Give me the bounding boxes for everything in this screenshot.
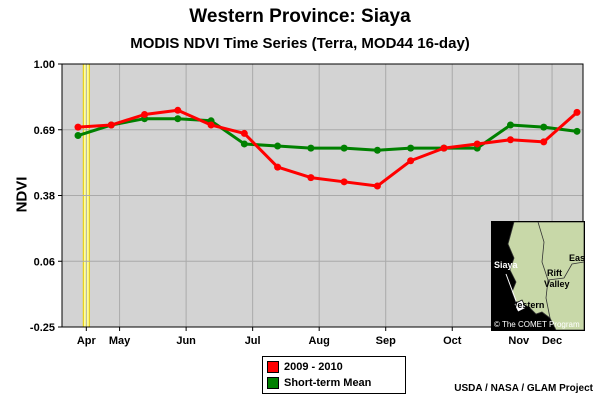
data-point xyxy=(240,129,248,137)
y-tick-label: 0.69 xyxy=(34,125,55,137)
credit-text: USDA / NASA / GLAM Project xyxy=(454,383,593,394)
chart-title: Western Province: Siaya xyxy=(189,6,411,27)
data-point xyxy=(174,106,182,114)
legend-swatch-green xyxy=(267,377,279,389)
inset-copyright: © The COMET Program xyxy=(494,320,580,329)
chart-legend: 2009 - 2010 Short-term Mean xyxy=(262,356,406,394)
inset-map-boundary-2 xyxy=(547,261,584,281)
x-tick-label: Apr xyxy=(77,335,97,347)
data-point xyxy=(573,108,581,116)
data-point xyxy=(440,144,448,152)
series-line xyxy=(77,117,578,152)
data-point xyxy=(340,178,348,186)
data-point xyxy=(473,140,481,148)
y-tick-label: 1.00 xyxy=(34,59,55,71)
x-tick-label: Dec xyxy=(542,335,562,347)
data-point xyxy=(373,182,381,190)
data-point xyxy=(506,136,514,144)
data-point xyxy=(307,144,315,152)
data-point xyxy=(407,144,415,152)
data-point xyxy=(540,138,548,146)
x-tick-label: Jun xyxy=(176,335,196,347)
x-tick-label: Nov xyxy=(508,335,530,347)
x-tick-label: Sep xyxy=(376,335,396,347)
inset-map-pointer xyxy=(505,273,519,307)
inset-map-graphic xyxy=(492,222,584,330)
legend-swatch-red xyxy=(267,361,279,373)
chart-subtitle: MODIS NDVI Time Series (Terra, MOD44 16-… xyxy=(130,35,470,52)
legend-label: 2009 - 2010 xyxy=(284,361,343,373)
inset-label-valley: Valley xyxy=(544,279,570,289)
data-point xyxy=(141,110,149,118)
inset-label-western: Western xyxy=(509,300,545,310)
data-point xyxy=(74,123,82,131)
y-tick-label: 0.06 xyxy=(34,256,55,268)
y-tick-label: 0.38 xyxy=(34,191,55,203)
legend-label: Short-term Mean xyxy=(284,377,372,389)
x-tick-label: May xyxy=(109,335,131,347)
series-line xyxy=(77,108,578,188)
y-tick-label: -0.25 xyxy=(30,322,55,334)
x-tick-label: Aug xyxy=(308,335,329,347)
inset-label-eastern: Eas xyxy=(569,253,585,263)
inset-label-rift: Rift xyxy=(547,268,562,278)
data-point xyxy=(573,127,581,135)
data-point xyxy=(274,163,282,171)
data-point xyxy=(340,144,348,152)
legend-item-2009-2010: 2009 - 2010 xyxy=(267,360,343,374)
data-point xyxy=(207,121,215,129)
inset-map: Siaya Western Rift Valley Eas © The COME… xyxy=(491,221,585,331)
x-tick-label: Jul xyxy=(245,335,261,347)
data-point xyxy=(540,123,548,131)
data-point xyxy=(407,157,415,165)
inset-map-boundary xyxy=(537,222,551,319)
data-point xyxy=(274,142,282,150)
data-point xyxy=(107,121,115,129)
inset-label-siaya: Siaya xyxy=(494,260,518,270)
data-point xyxy=(506,121,514,129)
data-point xyxy=(373,146,381,154)
plot-border xyxy=(61,63,584,328)
data-point xyxy=(174,115,182,123)
data-point xyxy=(74,132,82,140)
data-point xyxy=(307,174,315,182)
x-tick-label: Oct xyxy=(443,335,462,347)
data-point xyxy=(240,140,248,148)
legend-item-short-term-mean: Short-term Mean xyxy=(267,376,371,390)
